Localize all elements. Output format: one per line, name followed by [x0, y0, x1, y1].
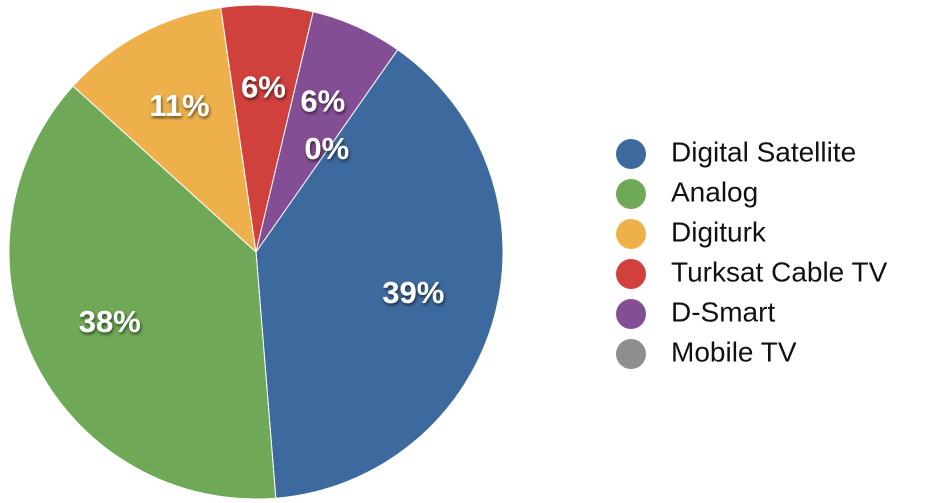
legend-swatch	[616, 299, 646, 329]
data-label: 39%	[382, 275, 444, 310]
legend-swatch	[616, 179, 646, 209]
legend-swatch	[616, 219, 646, 249]
legend-swatch	[616, 259, 646, 289]
legend-label: D-Smart	[671, 296, 775, 327]
pie-slice	[255, 11, 399, 253]
data-label: 38%	[79, 304, 141, 339]
legend-swatch	[616, 339, 646, 369]
pie-slice	[255, 48, 504, 499]
pie-slice	[72, 6, 257, 254]
legend-label: Analog	[671, 176, 758, 207]
legend-label: Turksat Cable TV	[671, 256, 888, 287]
data-label: 0%	[304, 131, 349, 166]
legend-swatch	[616, 139, 646, 169]
pie-slice	[256, 49, 398, 252]
data-label: 6%	[300, 83, 345, 118]
data-label: 11%	[149, 88, 209, 123]
pie-slice	[8, 85, 277, 500]
data-label: 6%	[241, 69, 286, 104]
legend-label: Mobile TV	[671, 336, 797, 367]
legend-label: Digital Satellite	[671, 136, 856, 167]
legend-label: Digiturk	[671, 216, 767, 247]
